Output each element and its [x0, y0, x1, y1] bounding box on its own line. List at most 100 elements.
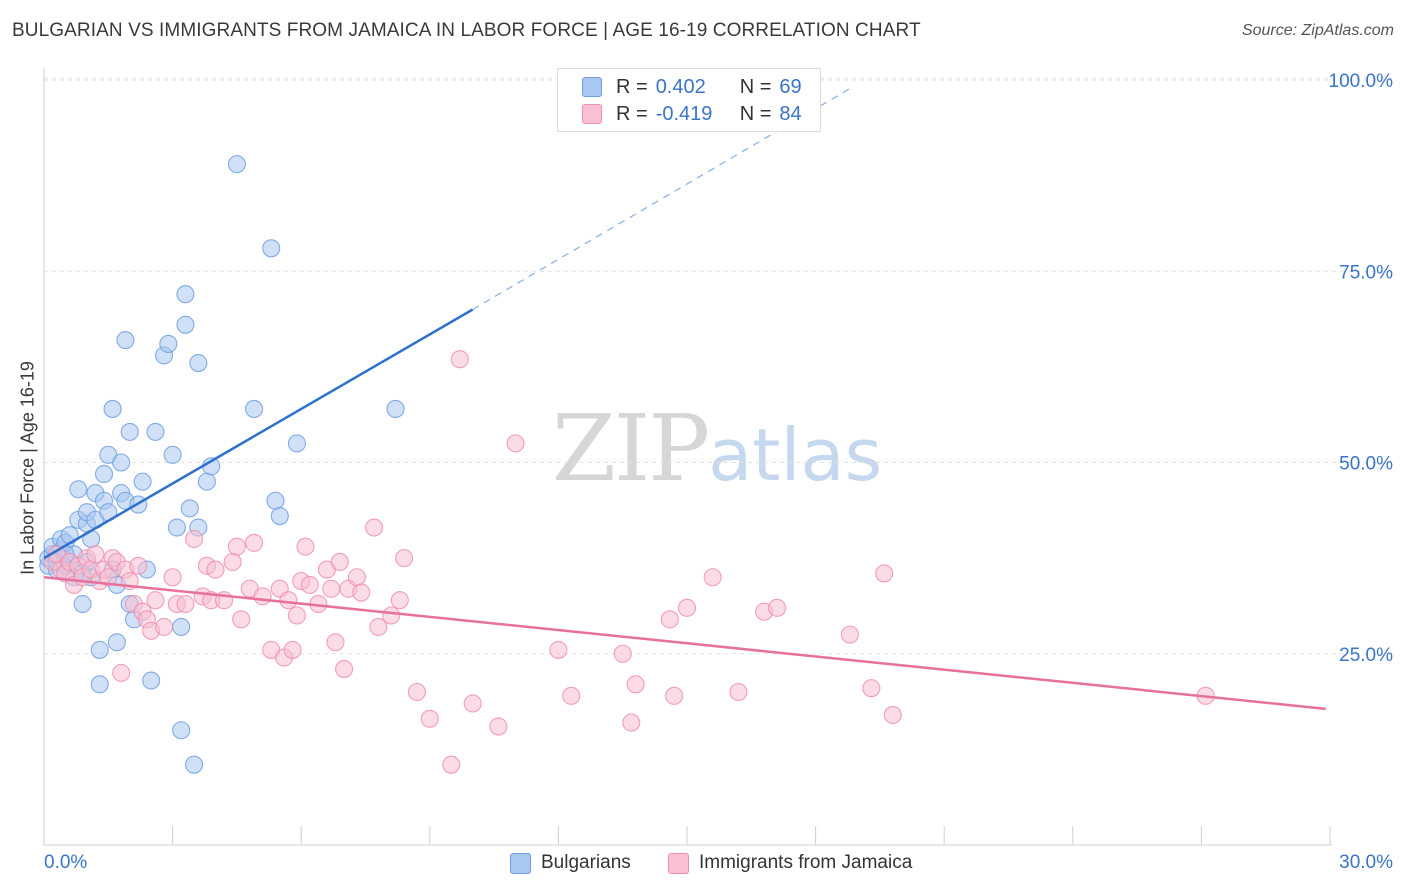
jamaica-point: [365, 518, 384, 537]
jamaica-point: [244, 533, 264, 552]
bulgarians-point: [386, 399, 405, 419]
jamaica-point: [390, 591, 409, 610]
bulgarians-point: [244, 399, 264, 419]
jamaica-point: [232, 610, 251, 629]
bulgarians-point: [142, 671, 161, 690]
jamaica-swatch: [582, 104, 602, 124]
n-label: N =: [739, 75, 772, 98]
jamaica-point: [112, 663, 131, 682]
y-tick-label: 75.0%: [1339, 262, 1393, 283]
bulgarians-point: [227, 155, 246, 174]
r-label: R =: [616, 102, 648, 125]
bulgarians-point: [176, 285, 195, 304]
jamaica-point: [382, 606, 401, 625]
bulgarians-point: [180, 499, 199, 518]
r-value: 0.402: [655, 75, 706, 98]
stats-row-bulgarians: R = 0.402 N = 69: [582, 74, 802, 100]
jamaica-point: [660, 610, 679, 629]
n-label: N =: [739, 102, 772, 125]
bulgarians-point: [176, 315, 195, 334]
jamaica-point: [665, 686, 684, 705]
bulgarians-point: [189, 353, 208, 373]
bulgarians-point: [90, 675, 109, 694]
jamaica-point: [223, 552, 242, 572]
jamaica-point: [163, 568, 182, 587]
bulgarians-point: [287, 434, 306, 453]
jamaica-point: [335, 659, 354, 679]
stats-legend: R = 0.402 N = 69 R = -0.419 N = 84: [557, 68, 821, 132]
bulgarians-point: [116, 331, 135, 350]
watermark-atlas: atlas: [708, 413, 883, 497]
legend-item-bulgarians[interactable]: Bulgarians: [510, 852, 631, 874]
bulgarians-point: [197, 472, 216, 491]
jamaica-point: [283, 640, 302, 659]
bulgarians-point: [133, 472, 152, 491]
r-label: R =: [616, 75, 648, 98]
bulgarians-point: [120, 422, 139, 441]
legend-label-jamaica: Immigrants from Jamaica: [699, 852, 913, 873]
jamaica-point: [176, 594, 195, 614]
bulgarians-point: [103, 399, 122, 419]
jamaica-point: [407, 682, 426, 702]
jamaica-point: [677, 598, 697, 617]
jamaica-point: [626, 675, 645, 694]
jamaica-point: [840, 625, 859, 644]
bulgarians-point: [262, 239, 281, 258]
jamaica-point: [767, 598, 787, 617]
bulgarians-swatch: [582, 77, 602, 97]
y-axis-label: In Labor Force | Age 16-19: [17, 361, 38, 575]
jamaica-point: [279, 591, 298, 610]
y-tick-label: 100.0%: [1329, 71, 1394, 92]
watermark: ZIPatlas: [552, 395, 882, 502]
grid-lines: [44, 77, 1392, 655]
jamaica-point: [330, 552, 349, 572]
jamaica-point: [442, 755, 461, 774]
jamaica-point: [347, 568, 366, 587]
bulgarians-point: [159, 334, 178, 353]
jamaica-point: [506, 434, 525, 453]
bulgarians-points: [39, 155, 405, 774]
jamaica-point: [206, 560, 225, 579]
jamaica-point: [86, 545, 105, 564]
jamaica-point: [703, 568, 722, 587]
jamaica-point: [352, 583, 371, 602]
jamaica-point: [489, 717, 508, 736]
jamaica-trend-line: [43, 576, 1326, 711]
bulgarians-point: [73, 594, 92, 614]
r-value: -0.419: [655, 102, 713, 125]
bulgarians-point: [172, 617, 191, 637]
jamaica-points: [43, 350, 1215, 774]
legend-label-bulgarians: Bulgarians: [541, 852, 631, 873]
y-tick-label: 50.0%: [1339, 454, 1393, 475]
jamaica-point: [450, 350, 469, 369]
jamaica-point: [227, 537, 246, 556]
x-tick-min: 0.0%: [44, 852, 88, 873]
jamaica-point: [184, 529, 204, 549]
jamaica-point: [129, 556, 148, 575]
jamaica-point: [562, 686, 581, 705]
jamaica-point: [622, 713, 641, 732]
x-tick-max: 30.0%: [1339, 852, 1393, 873]
legend-item-jamaica[interactable]: Immigrants from Jamaica: [668, 852, 912, 874]
bulgarians-point: [270, 506, 289, 526]
chart-title: BULGARIAN VS IMMIGRANTS FROM JAMAICA IN …: [12, 20, 921, 41]
jamaica-point: [300, 575, 319, 594]
jamaica-point: [463, 694, 482, 713]
bulgarians-point: [146, 422, 165, 441]
jamaica-point: [883, 705, 902, 725]
jamaica-point: [729, 682, 748, 702]
n-value: 84: [779, 102, 802, 125]
jamaica-point: [549, 640, 568, 659]
bulgarians-point: [107, 633, 126, 652]
bulgarians-point: [69, 480, 88, 499]
jamaica-legend-swatch: [668, 852, 689, 874]
bulgarians-point: [163, 445, 182, 464]
y-tick-label: 25.0%: [1339, 645, 1393, 666]
jamaica-point: [99, 568, 118, 587]
jamaica-point: [875, 564, 894, 583]
jamaica-point: [146, 591, 165, 610]
bulgarians-point: [167, 518, 186, 537]
jamaica-point: [420, 709, 439, 728]
bulgarians-point: [94, 464, 114, 484]
